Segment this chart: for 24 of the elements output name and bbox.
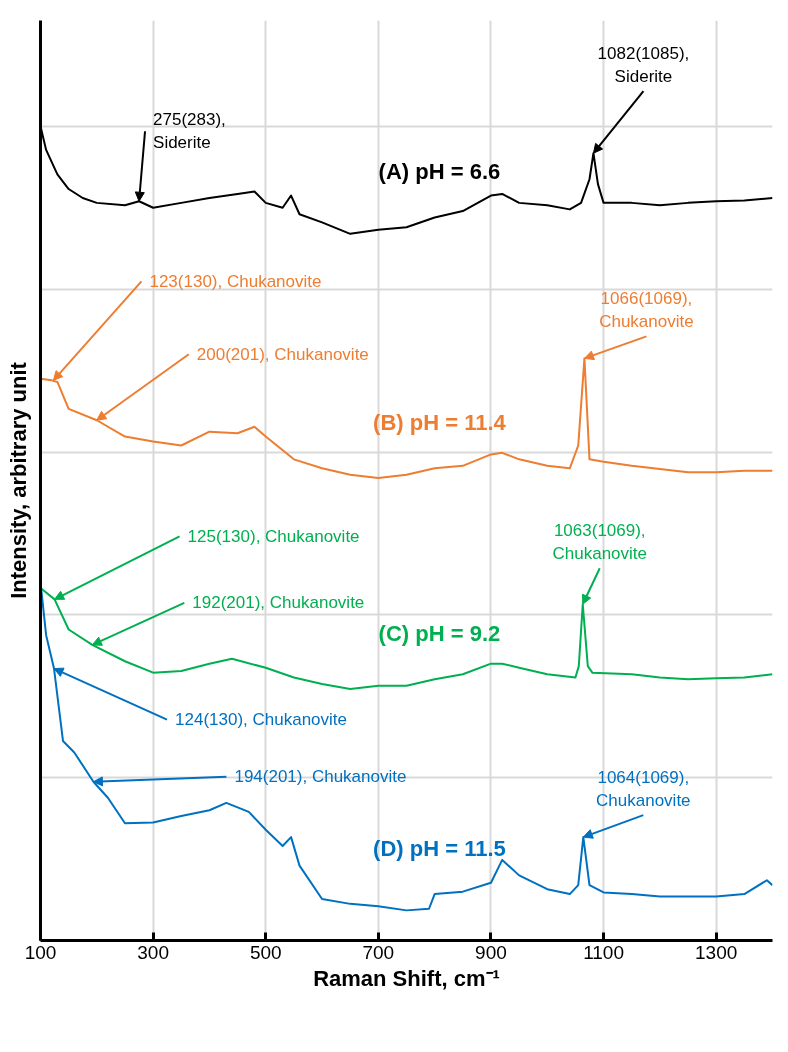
- x-tick-label: 1300: [695, 941, 738, 963]
- x-tick-label: 100: [24, 941, 57, 963]
- annotation: 1064(1069), Chukanovite: [596, 768, 691, 810]
- x-tick-label: 300: [137, 941, 169, 963]
- x-tick-label: 900: [475, 941, 507, 963]
- x-tick-label: 700: [362, 941, 395, 963]
- annotation: 124(130), Chukanovite: [175, 710, 348, 730]
- series-label: (D) pH = 11.5: [373, 836, 506, 862]
- x-tick-label: 500: [249, 941, 282, 963]
- y-axis-title: Intensity, arbitrary unit: [5, 361, 31, 599]
- annotation: 123(130), Chukanovite: [149, 271, 322, 291]
- annotation: 200(201), Chukanovite: [196, 344, 369, 364]
- annotation: 1063(1069), Chukanovite: [552, 521, 648, 564]
- annotation: 1082(1085), Siderite: [597, 44, 690, 87]
- annotation: 194(201), Chukanovite: [234, 767, 407, 787]
- annotation: 1066(1069), Chukanovite: [599, 289, 694, 332]
- x-tick-label: 1100: [583, 941, 625, 963]
- annotation: 275(283), Siderite: [153, 110, 226, 153]
- series-label: (B) pH = 11.4: [373, 410, 507, 436]
- series-label: (C) pH = 9.2: [378, 620, 501, 646]
- annotation: 192(201), Chukanovite: [192, 593, 365, 613]
- series-label: (A) pH = 6.6: [378, 158, 501, 184]
- annotation: 125(130), Chukanovite: [187, 526, 360, 546]
- x-axis-title: Raman Shift, cm⁻¹: [313, 965, 500, 991]
